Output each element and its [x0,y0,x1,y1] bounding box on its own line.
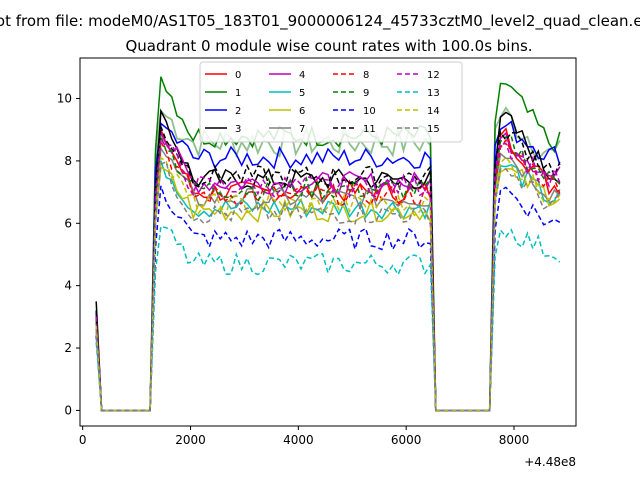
series-line-9 [95,135,561,412]
x-tick-label: 2000 [175,433,206,447]
legend-label-6: 6 [299,106,305,117]
series-line-14 [95,156,561,412]
y-tick-label: 0 [64,403,72,417]
x-tick-label: 6000 [391,433,422,447]
legend-label-3: 3 [235,124,241,135]
series-line-15 [95,161,561,412]
series-line-3 [95,108,561,412]
y-tick-label: 10 [57,92,72,106]
series-line-11 [95,126,561,412]
legend-label-15: 15 [427,124,440,135]
chart-title: Quadrant 0 module wise count rates with … [125,37,532,55]
legend-label-7: 7 [299,124,305,135]
x-tick-label: 8000 [499,433,530,447]
legend-label-13: 13 [427,88,440,99]
y-axis: 0 2 4 6 8 10 [57,92,80,417]
x-offset-label: +4.48e8 [524,455,576,469]
legend-label-0: 0 [235,70,241,81]
legend-label-9: 9 [363,88,369,99]
legend-label-11: 11 [363,124,376,135]
y-tick-label: 8 [64,154,72,168]
legend-label-2: 2 [235,106,241,117]
legend-label-1: 1 [235,88,241,99]
legend-label-14: 14 [427,106,440,117]
y-tick-label: 4 [64,279,72,293]
legend-box [199,61,463,143]
legend-label-12: 12 [427,70,440,81]
plot-frame [79,57,577,427]
series-line-13 [95,225,561,412]
legend-label-10: 10 [363,106,376,117]
plot-lines [95,76,561,412]
x-axis: 0 2000 4000 6000 8000 [79,426,529,447]
series-line-10 [95,185,561,412]
y-tick-label: 2 [64,341,72,355]
x-tick-label: 0 [79,433,87,447]
legend-label-8: 8 [363,70,369,81]
y-tick-label: 6 [64,216,72,230]
series-line-12 [95,136,561,412]
legend-label-5: 5 [299,88,305,99]
legend-label-4: 4 [299,70,305,81]
x-tick-label: 4000 [283,433,314,447]
chart-suptitle: Plot from file: modeM0/AS1T05_183T01_900… [0,12,640,31]
